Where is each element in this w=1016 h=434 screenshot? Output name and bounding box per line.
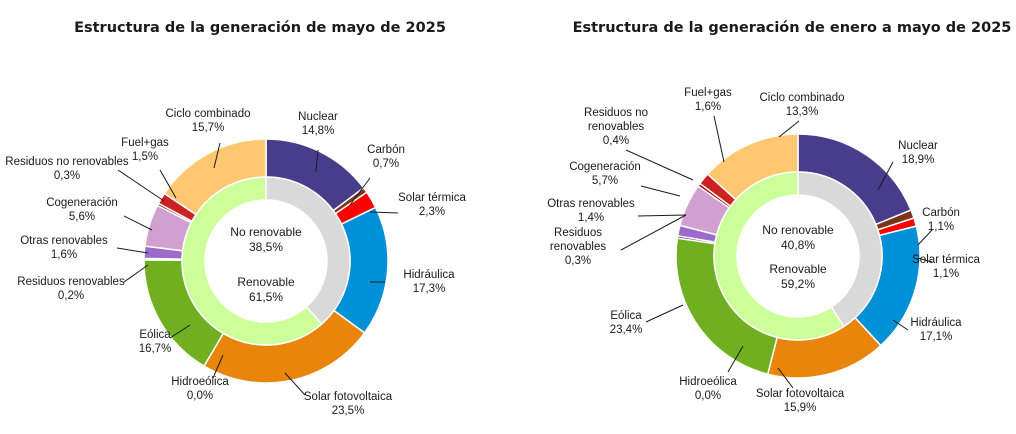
label-nuclear: Nuclear 14,8% <box>298 111 338 137</box>
donut-chart-svg: Estructura de la generación de mayo de 2… <box>5 20 466 417</box>
donut-chart-svg: Estructura de la generación de enero a m… <box>547 20 1012 414</box>
label-otras-renovables: Otras renovables 1,6% <box>20 235 108 261</box>
label-solar-termica: Solar térmica 1,1% <box>912 254 980 280</box>
label-eolica: Eólica 23,4% <box>610 310 643 336</box>
chart-title: Estructura de la generación de mayo de 2… <box>74 20 446 36</box>
label-fuel-gas: Fuel+gas 1,5% <box>121 137 169 163</box>
label-ciclo-combinado: Ciclo combinado 15,7% <box>165 108 250 134</box>
leader-line-cogeneracion <box>123 215 153 231</box>
chart-jan-may-2025: Estructura de la generación de enero a m… <box>508 0 1016 434</box>
leader-line-solar-termica <box>917 257 933 263</box>
leader-line-ciclo-combinado <box>213 142 221 169</box>
label-otras-renovables: Otras renovables 1,4% <box>547 198 635 224</box>
label-fuel-gas: Fuel+gas 1,6% <box>684 87 732 113</box>
leader-line-residuos-no-renovables <box>117 169 165 202</box>
leader-line-nuclear <box>315 149 319 173</box>
leader-lines-layer <box>116 142 399 396</box>
leader-line-fuel-gas <box>713 115 725 163</box>
leader-line-solar-fotovoltaica <box>777 367 794 389</box>
label-nuclear: Nuclear 18,9% <box>898 140 938 166</box>
leader-line-hidroeolica <box>212 354 224 379</box>
label-hidraulica: Hidráulica 17,3% <box>403 269 455 295</box>
inner-label-renovable: Renovable 61,5% <box>237 275 295 304</box>
label-hidraulica: Hidráulica 17,1% <box>910 317 962 343</box>
chart-may-2025: Estructura de la generación de mayo de 2… <box>5 20 466 417</box>
leader-line-solar-fotovoltaica <box>284 372 306 396</box>
inner-label-no-renovable: No renovable 38,5% <box>230 225 302 254</box>
label-cogeneracion: Cogeneración 5,7% <box>569 161 641 187</box>
leader-line-eolica <box>645 304 684 323</box>
chart-title: Estructura de la generación de enero a m… <box>573 20 1012 36</box>
inner-label-no-renovable: No renovable 40,8% <box>762 223 834 252</box>
leader-lines-layer <box>620 115 933 389</box>
leader-line-cogeneracion <box>640 185 681 197</box>
leader-line-carbon <box>917 229 933 246</box>
leader-line-otras-renovables <box>637 214 687 217</box>
label-residuos-no-renovables: Residuos no renovables 0,3% <box>5 156 129 182</box>
inner-slice-renovable <box>181 176 323 346</box>
slices-layer <box>143 138 389 384</box>
labels-layer: Nuclear 14,8% Carbón 0,7% Solar térmica 2,3% H… <box>5 108 466 417</box>
label-cogeneracion: Cogeneración 5,6% <box>46 197 118 223</box>
labels-layer: Nuclear 18,9% Carbón 1,1% Solar térmica 1,1% H… <box>547 87 980 414</box>
slices-layer <box>675 133 921 379</box>
label-eolica: Eólica 16,7% <box>139 329 172 355</box>
label-solar-fotovoltaica: Solar fotovoltaica 15,9% <box>756 388 845 414</box>
label-hidroeolica: Hidroeólica 0,0% <box>679 376 737 402</box>
inner-label-renovable: Renovable 59,2% <box>769 262 827 291</box>
label-solar-termica: Solar térmica 2,3% <box>398 192 466 218</box>
label-residuos-no-renovables: Residuos no renovables 0,4% <box>584 107 648 147</box>
inner-slice-renovable <box>713 171 845 341</box>
leader-line-fuel-gas <box>159 169 177 199</box>
leader-line-residuos-no-renovables <box>625 149 694 181</box>
leader-line-carbon <box>349 177 371 206</box>
label-residuos-renovables: Residuos renovables 0,2% <box>17 276 125 302</box>
leader-line-residuos-renovables <box>620 214 687 251</box>
leader-line-hidroeolica <box>727 345 744 373</box>
label-carbon: Carbón 0,7% <box>367 144 405 170</box>
leader-line-ciclo-combinado <box>778 120 800 138</box>
label-residuos-renovables: Residuos renovables 0,3% <box>550 227 607 267</box>
leader-line-otras-renovables <box>116 247 149 254</box>
label-hidroeolica: Hidroeólica 0,0% <box>171 376 229 402</box>
label-ciclo-combinado: Ciclo combinado 13,3% <box>759 92 844 118</box>
leader-line-nuclear <box>877 161 894 191</box>
leader-line-hidraulica <box>892 319 909 331</box>
leader-line-solar-termica <box>369 211 399 214</box>
leader-line-residuos-renovables <box>123 264 149 283</box>
label-carbon: Carbón 1,1% <box>922 207 960 233</box>
leader-line-eolica <box>169 324 191 339</box>
label-solar-fotovoltaica: Solar fotovoltaica 23,5% <box>304 391 393 417</box>
